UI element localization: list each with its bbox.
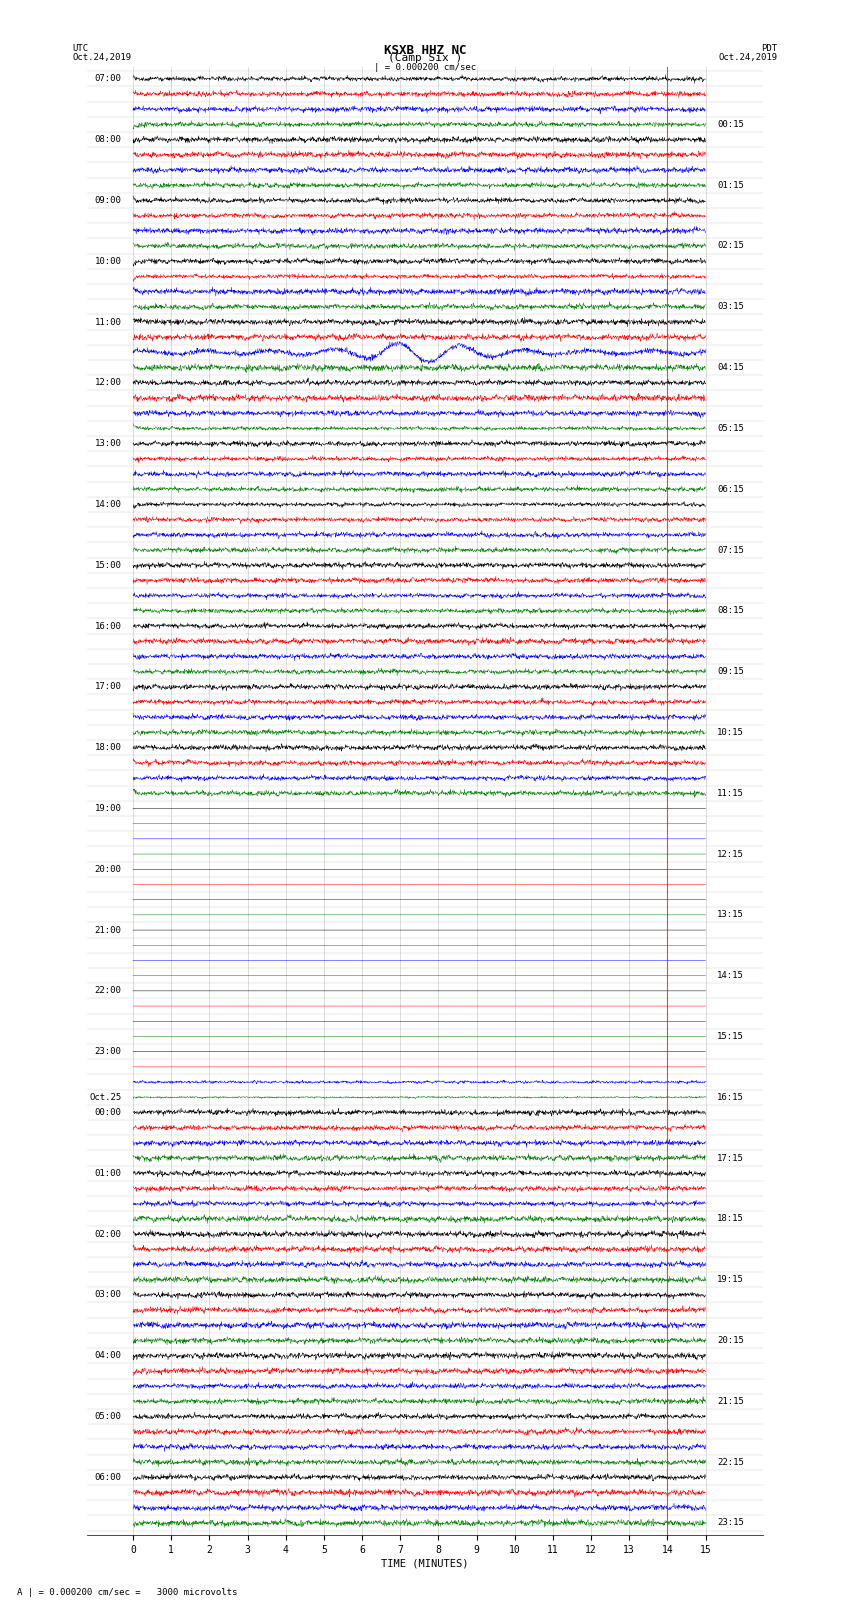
Text: 16:00: 16:00 xyxy=(94,621,122,631)
Text: 18:00: 18:00 xyxy=(94,744,122,752)
Text: A | = 0.000200 cm/sec =   3000 microvolts: A | = 0.000200 cm/sec = 3000 microvolts xyxy=(17,1587,237,1597)
Text: 08:00: 08:00 xyxy=(94,135,122,144)
Text: 00:00: 00:00 xyxy=(94,1108,122,1116)
Text: 22:00: 22:00 xyxy=(94,987,122,995)
Text: 05:15: 05:15 xyxy=(717,424,744,432)
Text: 13:15: 13:15 xyxy=(717,910,744,919)
Text: 19:00: 19:00 xyxy=(94,803,122,813)
Text: 07:15: 07:15 xyxy=(717,545,744,555)
Text: 20:15: 20:15 xyxy=(717,1336,744,1345)
Text: 14:00: 14:00 xyxy=(94,500,122,510)
Text: 06:15: 06:15 xyxy=(717,486,744,494)
Text: (Camp Six ): (Camp Six ) xyxy=(388,53,462,63)
Text: 23:15: 23:15 xyxy=(717,1518,744,1528)
Text: 10:15: 10:15 xyxy=(717,727,744,737)
Text: 01:15: 01:15 xyxy=(717,181,744,190)
Text: 17:15: 17:15 xyxy=(717,1153,744,1163)
Text: 05:00: 05:00 xyxy=(94,1411,122,1421)
Text: 17:00: 17:00 xyxy=(94,682,122,692)
Text: 07:00: 07:00 xyxy=(94,74,122,84)
Text: PDT: PDT xyxy=(762,44,778,53)
Text: 09:15: 09:15 xyxy=(717,668,744,676)
Text: 11:00: 11:00 xyxy=(94,318,122,326)
Text: 23:00: 23:00 xyxy=(94,1047,122,1057)
Text: 04:15: 04:15 xyxy=(717,363,744,373)
Text: 18:15: 18:15 xyxy=(717,1215,744,1223)
X-axis label: TIME (MINUTES): TIME (MINUTES) xyxy=(382,1560,468,1569)
Text: 02:15: 02:15 xyxy=(717,242,744,250)
Text: 08:15: 08:15 xyxy=(717,606,744,615)
Text: 13:00: 13:00 xyxy=(94,439,122,448)
Text: 10:00: 10:00 xyxy=(94,256,122,266)
Text: 14:15: 14:15 xyxy=(717,971,744,981)
Text: 15:15: 15:15 xyxy=(717,1032,744,1040)
Text: 11:15: 11:15 xyxy=(717,789,744,798)
Text: 21:00: 21:00 xyxy=(94,926,122,934)
Text: 21:15: 21:15 xyxy=(717,1397,744,1407)
Text: Oct.24,2019: Oct.24,2019 xyxy=(72,53,132,63)
Text: 00:15: 00:15 xyxy=(717,119,744,129)
Text: Oct.25: Oct.25 xyxy=(89,1092,122,1102)
Text: UTC: UTC xyxy=(72,44,88,53)
Text: 02:00: 02:00 xyxy=(94,1229,122,1239)
Text: 06:00: 06:00 xyxy=(94,1473,122,1482)
Text: 15:00: 15:00 xyxy=(94,561,122,569)
Text: 12:15: 12:15 xyxy=(717,850,744,858)
Text: 03:15: 03:15 xyxy=(717,302,744,311)
Text: 12:00: 12:00 xyxy=(94,379,122,387)
Text: 22:15: 22:15 xyxy=(717,1458,744,1466)
Text: 16:15: 16:15 xyxy=(717,1092,744,1102)
Text: 04:00: 04:00 xyxy=(94,1352,122,1360)
Text: 19:15: 19:15 xyxy=(717,1276,744,1284)
Text: 09:00: 09:00 xyxy=(94,195,122,205)
Text: Oct.24,2019: Oct.24,2019 xyxy=(718,53,778,63)
Text: | = 0.000200 cm/sec: | = 0.000200 cm/sec xyxy=(374,63,476,73)
Text: 03:00: 03:00 xyxy=(94,1290,122,1300)
Text: 01:00: 01:00 xyxy=(94,1169,122,1177)
Text: KSXB HHZ NC: KSXB HHZ NC xyxy=(383,44,467,56)
Text: 20:00: 20:00 xyxy=(94,865,122,874)
